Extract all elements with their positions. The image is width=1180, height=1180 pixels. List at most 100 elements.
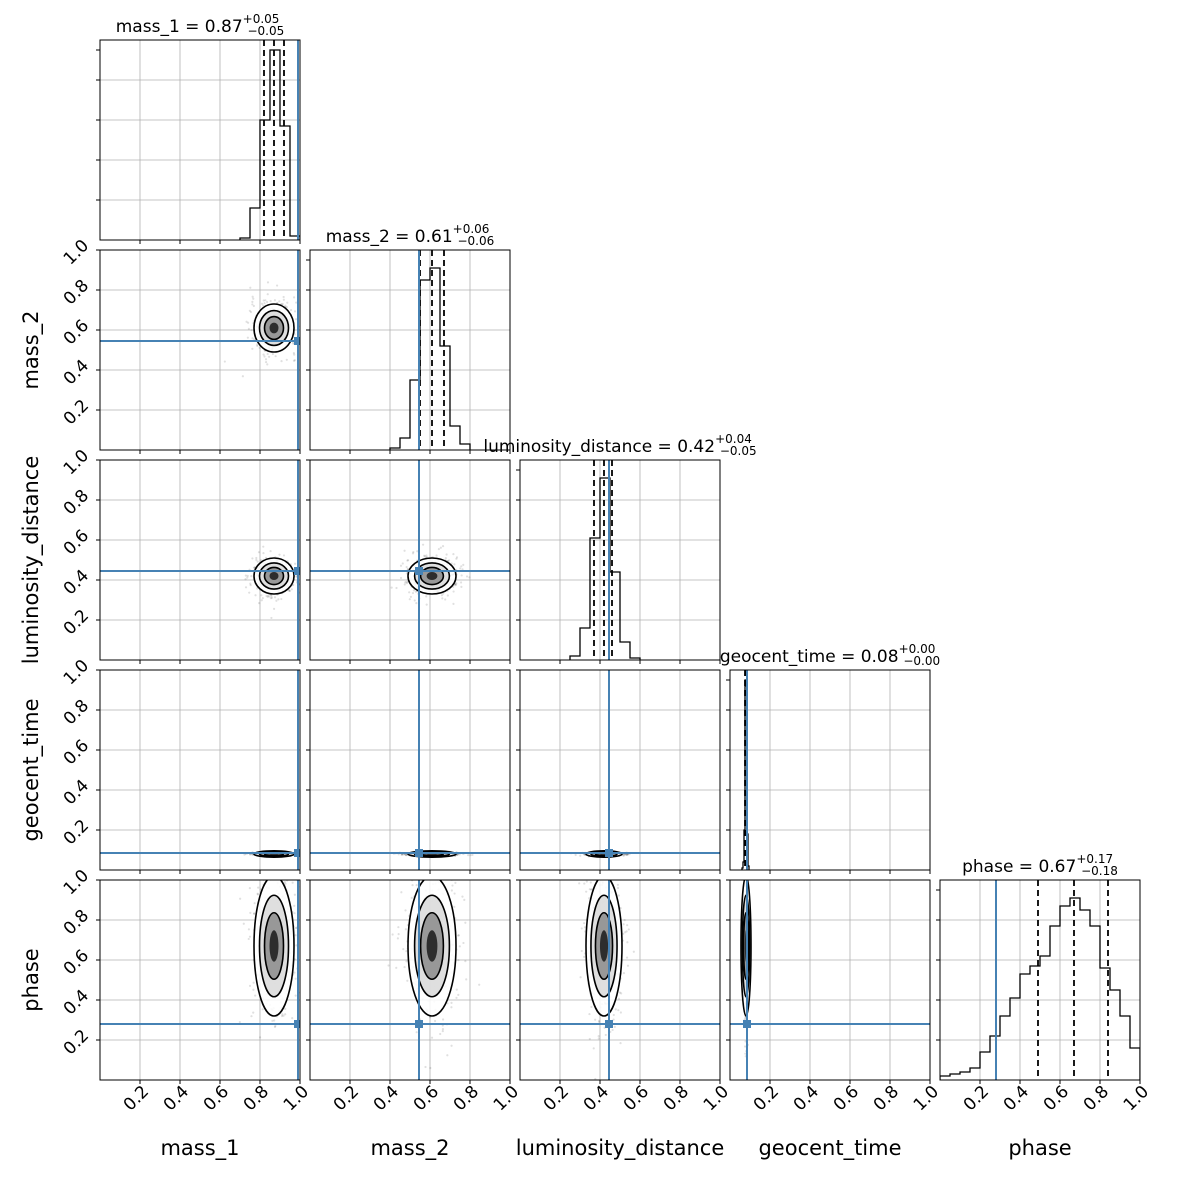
sample-point — [412, 589, 416, 592]
panel-background — [100, 40, 300, 240]
sample-point — [294, 977, 297, 980]
density-levels — [253, 880, 295, 1017]
sample-point — [248, 591, 251, 594]
sample-point — [255, 558, 258, 562]
sample-point — [242, 922, 245, 925]
x-tick-label: 0.6 — [620, 1082, 653, 1115]
panel-content — [520, 670, 720, 870]
sample-point — [256, 560, 259, 563]
sample-point — [252, 297, 255, 300]
sample-point — [583, 882, 586, 885]
panel-frame — [99, 459, 301, 661]
sample-point — [439, 1032, 442, 1036]
sample-point — [425, 595, 428, 598]
y-tick-label: 0.4 — [60, 566, 93, 599]
sample-point — [400, 853, 403, 856]
x-tick-label: 0.6 — [830, 1082, 863, 1115]
sample-point — [403, 549, 406, 552]
x-tick-label: 0.4 — [370, 1082, 403, 1115]
panel-title-phase: phase = 0.67+0.17 −0.18 — [962, 852, 1118, 878]
sample-point — [441, 545, 445, 548]
sample-point — [267, 355, 271, 358]
sample-point — [251, 853, 254, 856]
sample-point — [294, 926, 298, 930]
panel-content — [520, 874, 720, 1080]
sample-point — [257, 551, 261, 554]
sample-point — [613, 1025, 616, 1028]
title-upper-error: +0.06 — [453, 222, 490, 236]
panel-content — [100, 250, 300, 450]
histogram-luminosity_distance — [569, 477, 641, 660]
truth-marker — [294, 567, 300, 575]
panel-frame — [729, 879, 931, 1081]
sample-point — [259, 558, 263, 562]
density-contour-3 — [269, 930, 279, 962]
x-axis-label-luminosity_distance: luminosity_distance — [516, 1136, 725, 1161]
y-tick-label: 0.4 — [60, 356, 93, 389]
sample-point — [248, 886, 251, 890]
panel-content — [239, 40, 300, 240]
panel-title-geocent_time: geocent_time = 0.08+0.00 −0.00 — [720, 642, 940, 668]
sample-point — [440, 873, 442, 875]
sample-point — [294, 562, 297, 565]
sample-point — [406, 979, 409, 982]
sample-point — [265, 874, 267, 876]
sample-point — [397, 933, 400, 936]
sample-point — [468, 576, 471, 579]
sample-point — [252, 1011, 255, 1014]
x-axis-label-geocent_time: geocent_time — [758, 1136, 901, 1161]
y-tick-label: 1.0 — [60, 866, 93, 899]
sample-point — [444, 598, 447, 601]
sample-point — [270, 616, 273, 620]
sample-point — [243, 853, 246, 856]
truth-marker — [415, 567, 423, 575]
sample-point — [404, 853, 408, 857]
y-tick-label: 0.6 — [60, 736, 93, 769]
sample-point — [258, 602, 261, 605]
sample-point — [625, 853, 628, 856]
sample-point — [267, 594, 270, 597]
sample-point — [746, 875, 748, 877]
sample-point — [590, 1005, 593, 1009]
panel-mass_2-geocent_time — [306, 669, 511, 874]
sample-point — [435, 554, 438, 557]
sample-point — [442, 875, 444, 877]
grid — [100, 40, 301, 240]
y-tick-label: 1.0 — [60, 656, 93, 689]
panel-background — [940, 880, 1140, 1080]
panel-mass_1-mass_2: 0.2 0.4 0.6 0.8 1.0 mass_2 — [19, 236, 301, 454]
sample-point — [461, 568, 464, 571]
sample-point — [592, 1047, 595, 1050]
sample-point — [245, 320, 248, 323]
sample-point — [436, 871, 438, 873]
title-upper-error: +0.05 — [243, 12, 280, 26]
x-tick-label: 0.4 — [1000, 1082, 1033, 1115]
sample-point — [617, 1009, 620, 1012]
sample-point — [260, 594, 263, 597]
sample-point — [273, 299, 277, 302]
sample-point — [301, 918, 303, 920]
sample-point — [303, 983, 305, 985]
sample-point — [266, 595, 269, 599]
sample-point — [405, 950, 408, 953]
sample-point — [580, 949, 583, 953]
sample-point — [404, 581, 407, 584]
sample-point — [253, 902, 256, 905]
sample-point — [397, 875, 399, 877]
panel-frame — [309, 249, 511, 451]
panel-frame — [519, 669, 721, 871]
sample-point — [238, 1020, 241, 1024]
panel-geocent_time-geocent_time: geocent_time = 0.08+0.00 −0.00 — [720, 642, 940, 874]
sample-point — [460, 565, 463, 568]
sample-point — [441, 1018, 445, 1021]
sample-point — [266, 352, 269, 356]
sample-point — [279, 876, 281, 878]
sample-point — [253, 566, 256, 569]
sample-point — [295, 301, 298, 304]
histogram-mass_1 — [239, 49, 300, 240]
panel-content — [100, 460, 300, 660]
sample-point — [278, 553, 281, 556]
sample-point — [594, 874, 596, 876]
x-tick-label: 0.2 — [120, 1082, 153, 1115]
truth-marker — [294, 337, 300, 345]
